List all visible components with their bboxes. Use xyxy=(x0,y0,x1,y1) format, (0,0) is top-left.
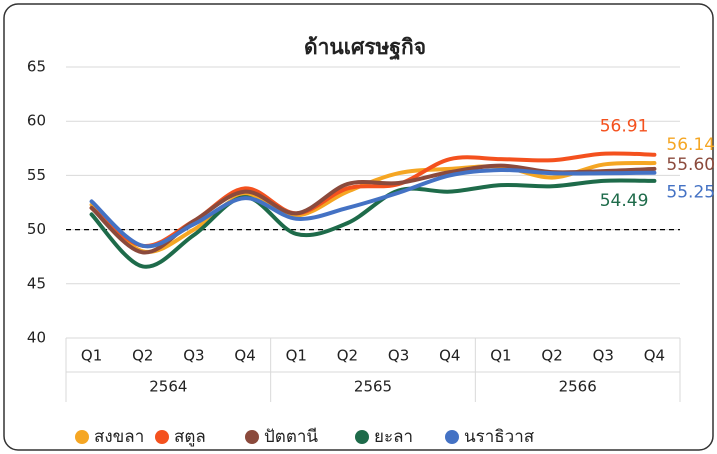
legend-label: สตูล xyxy=(174,427,206,447)
x-tick-label: Q4 xyxy=(644,347,665,365)
x-group-label: 2564 xyxy=(149,378,187,396)
legend-label: ปัตตานี xyxy=(264,427,318,447)
x-tick-label: Q2 xyxy=(132,347,153,365)
x-tick-label: Q2 xyxy=(541,347,562,365)
legend-marker xyxy=(355,430,369,444)
legend-marker xyxy=(245,430,259,444)
y-tick-label: 65 xyxy=(27,58,46,76)
x-group-label: 2566 xyxy=(559,378,597,396)
legend-label: สงขลา xyxy=(94,427,144,447)
data-label: 56.91 xyxy=(600,117,649,137)
y-tick-label: 40 xyxy=(27,329,46,347)
y-tick-label: 45 xyxy=(27,274,46,292)
x-group-label: 2565 xyxy=(354,378,392,396)
data-label: 54.49 xyxy=(600,191,649,211)
legend-label: นราธิวาส xyxy=(464,427,535,447)
x-tick-label: Q1 xyxy=(490,347,511,365)
chart-title: ด้านเศรษฐกิจ xyxy=(304,35,426,61)
data-label: 55.60 xyxy=(666,155,715,175)
x-tick-label: Q1 xyxy=(81,347,102,365)
data-label: 56.14 xyxy=(666,135,715,155)
x-tick-label: Q3 xyxy=(593,347,614,365)
x-tick-label: Q1 xyxy=(286,347,307,365)
series-line xyxy=(89,178,657,269)
data-label: 55.25 xyxy=(666,183,715,203)
series-line xyxy=(89,167,657,249)
legend-marker xyxy=(155,430,169,444)
x-tick-label: Q4 xyxy=(234,347,255,365)
legend-marker xyxy=(75,430,89,444)
x-tick-label: Q2 xyxy=(337,347,358,365)
legend-marker xyxy=(445,430,459,444)
x-tick-label: Q3 xyxy=(388,347,409,365)
y-tick-label: 60 xyxy=(27,112,46,130)
x-tick-label: Q3 xyxy=(183,347,204,365)
x-tick-label: Q4 xyxy=(439,347,460,365)
y-tick-label: 55 xyxy=(27,166,46,184)
legend-label: ยะลา xyxy=(374,427,413,447)
y-tick-label: 50 xyxy=(27,220,46,238)
